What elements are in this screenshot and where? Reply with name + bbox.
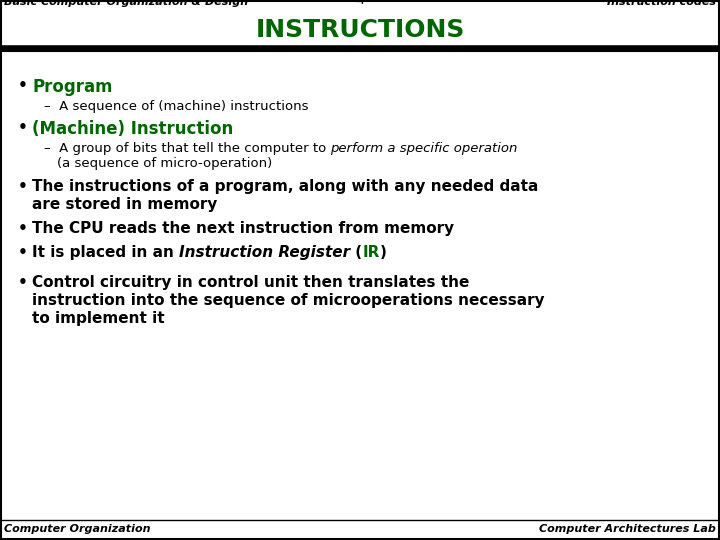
Text: instruction into the sequence of microoperations necessary: instruction into the sequence of microop… bbox=[32, 293, 544, 308]
Text: (Machine) Instruction: (Machine) Instruction bbox=[32, 120, 233, 138]
Text: Control circuitry in control unit then translates the: Control circuitry in control unit then t… bbox=[32, 275, 469, 290]
Text: IR: IR bbox=[362, 245, 379, 260]
Text: Computer Architectures Lab: Computer Architectures Lab bbox=[539, 524, 716, 534]
Text: It is placed in an: It is placed in an bbox=[32, 245, 179, 260]
Text: (a sequence of micro-operation): (a sequence of micro-operation) bbox=[57, 157, 272, 170]
Text: –  A group of bits that tell the computer to: – A group of bits that tell the computer… bbox=[44, 142, 330, 155]
Text: ): ) bbox=[379, 245, 387, 260]
Text: Instruction codes: Instruction codes bbox=[607, 0, 716, 7]
Text: Basic Computer Organization & Design: Basic Computer Organization & Design bbox=[4, 0, 248, 7]
Text: •: • bbox=[18, 245, 28, 260]
Text: –  A sequence of (machine) instructions: – A sequence of (machine) instructions bbox=[44, 100, 308, 113]
Text: are stored in memory: are stored in memory bbox=[32, 197, 217, 212]
Text: Program: Program bbox=[32, 78, 112, 96]
Text: •: • bbox=[18, 78, 28, 93]
Text: perform a specific operation: perform a specific operation bbox=[330, 142, 518, 155]
Text: •: • bbox=[18, 221, 28, 236]
Text: The CPU reads the next instruction from memory: The CPU reads the next instruction from … bbox=[32, 221, 454, 236]
Text: Instruction Register: Instruction Register bbox=[179, 245, 350, 260]
Text: INSTRUCTIONS: INSTRUCTIONS bbox=[256, 18, 464, 42]
Text: Computer Organization: Computer Organization bbox=[4, 524, 150, 534]
Text: •: • bbox=[18, 120, 28, 135]
Text: •: • bbox=[18, 275, 28, 290]
Text: (: ( bbox=[350, 245, 362, 260]
Bar bbox=[1, 12, 719, 48]
Text: The instructions of a program, along with any needed data: The instructions of a program, along wit… bbox=[32, 179, 539, 194]
Text: 4: 4 bbox=[356, 0, 364, 7]
Text: to implement it: to implement it bbox=[32, 311, 165, 326]
Text: •: • bbox=[18, 179, 28, 194]
